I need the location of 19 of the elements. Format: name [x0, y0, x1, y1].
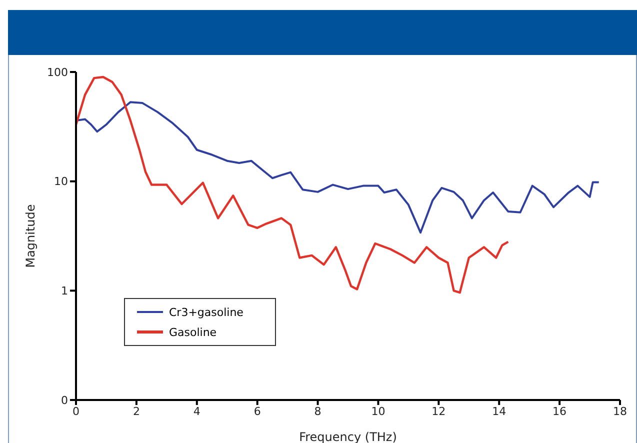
x-tick-label: 8 [314, 404, 322, 418]
y-axis-title: Magnitude [23, 204, 38, 268]
x-tick-label: 2 [132, 404, 140, 418]
legend-label: Cr3+gasoline [169, 306, 244, 318]
x-tick-label: 0 [72, 404, 80, 418]
line-series [76, 76, 510, 294]
x-tick-label: 4 [193, 404, 200, 418]
y-tick-label: 10 [54, 175, 68, 188]
y-tick-label: 1 [61, 284, 68, 298]
x-tick-label: 14 [492, 404, 506, 418]
line-series [76, 101, 600, 234]
y-tick-label: 0 [61, 394, 68, 407]
x-tick-label: 10 [371, 404, 386, 418]
x-tick-label: 12 [432, 404, 446, 418]
x-tick-label: 18 [613, 404, 627, 418]
legend-label: Gasoline [169, 326, 217, 338]
x-tick-label: 6 [254, 404, 261, 418]
y-tick-label: 100 [47, 66, 68, 79]
x-tick-label: 16 [552, 404, 567, 418]
